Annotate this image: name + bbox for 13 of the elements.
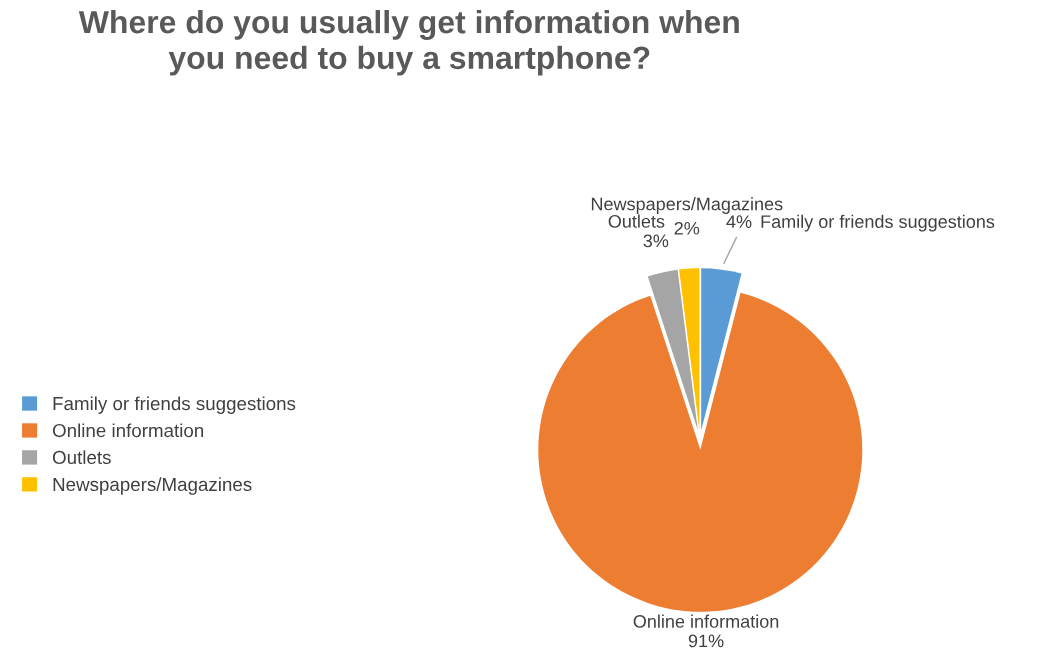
legend-label: Online information — [52, 423, 204, 438]
data-label: 4% — [726, 215, 752, 228]
slice-label: Online information — [633, 614, 779, 628]
legend-label: Outlets — [52, 450, 111, 465]
slice-label: Newspapers/Magazines — [591, 197, 783, 214]
legend-label: Newspapers/Magazines — [53, 477, 252, 495]
data-label: 3% — [643, 234, 669, 248]
chart-title: Where do you usually get information when you need to buy a smartphone? — [78, 9, 739, 76]
data-label: 2% — [674, 221, 700, 235]
slice-label: Family or friends suggestions — [761, 214, 995, 232]
legend-label: Family or friends suggestions — [53, 396, 296, 414]
data-label: 91% — [688, 634, 724, 648]
slice-label: Outlets — [608, 214, 665, 228]
